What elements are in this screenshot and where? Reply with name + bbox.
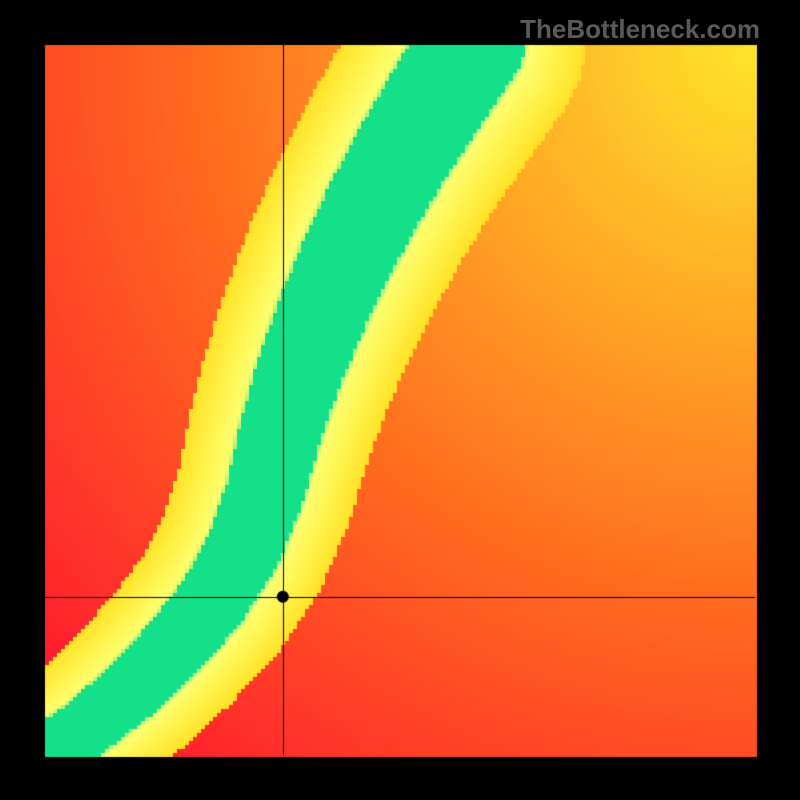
bottleneck-heatmap [0, 0, 800, 800]
watermark-text: TheBottleneck.com [520, 14, 760, 45]
chart-container: TheBottleneck.com [0, 0, 800, 800]
